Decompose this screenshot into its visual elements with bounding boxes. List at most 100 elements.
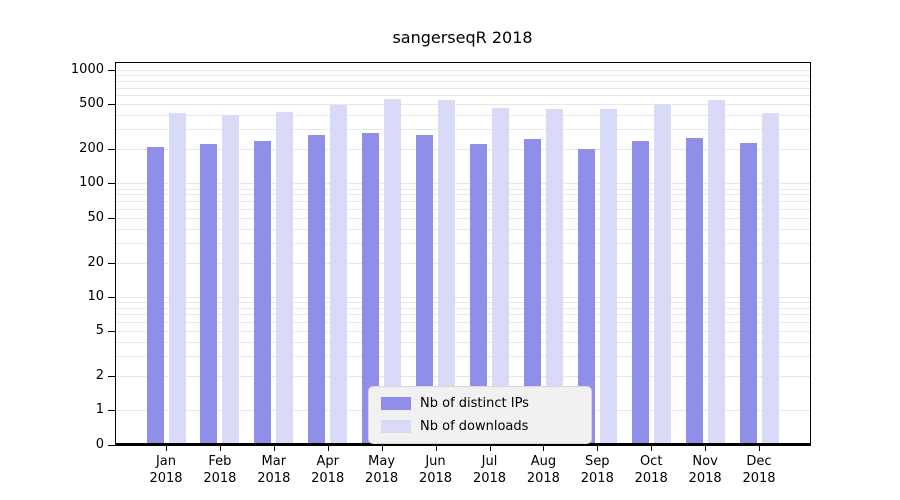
bar-nb-of-downloads-dec [761, 112, 779, 445]
y-tick-mark [108, 296, 115, 298]
gridline [115, 104, 810, 106]
gridline [115, 217, 810, 219]
gridline [115, 314, 810, 316]
bar-nb-of-distinct-ips-feb [200, 143, 218, 445]
bar-nb-of-downloads-mar [276, 112, 294, 445]
x-tick-mark [759, 446, 760, 451]
y-tick-label: 200 [79, 141, 104, 157]
gridline [115, 87, 810, 89]
x-tick-mark [651, 446, 653, 451]
axis-spine-bottom [115, 443, 811, 446]
gridline [115, 301, 810, 303]
gridline [115, 115, 810, 117]
bar-nb-of-distinct-ips-mar [254, 141, 272, 445]
bar-nb-of-distinct-ips-sep [577, 149, 595, 445]
gridline [115, 228, 810, 230]
bar-nb-of-downloads-jun [438, 99, 455, 445]
y-tick-mark [108, 70, 115, 72]
gridline [115, 341, 810, 343]
y-tick-label: 500 [79, 96, 104, 112]
bar-nb-of-distinct-ips-dec [739, 142, 757, 445]
y-tick-label: 5 [95, 322, 104, 338]
gridline [115, 307, 810, 309]
bar-nb-of-downloads-nov [707, 99, 725, 445]
gridline [115, 70, 810, 72]
legend-label-downloads: Nb of downloads [420, 419, 529, 434]
bar-nb-of-downloads-aug [545, 108, 563, 445]
bar-nb-of-distinct-ips-nov [685, 138, 703, 445]
gridline [115, 75, 810, 77]
x-tick-label: Dec 2018 [742, 454, 776, 486]
x-tick-label: Feb 2018 [203, 454, 237, 486]
gridline [115, 208, 810, 210]
y-tick-mark [108, 217, 115, 219]
x-tick-mark [219, 446, 221, 451]
gridline [115, 375, 810, 377]
x-tick-label: Jan 2018 [149, 454, 183, 486]
axis-spine-top [115, 62, 811, 63]
x-tick-label: Nov 2018 [688, 454, 722, 486]
y-tick-label: 50 [87, 209, 104, 225]
legend: Nb of distinct IPs Nb of downloads [368, 386, 592, 444]
legend-item-downloads: Nb of downloads [381, 419, 579, 434]
bar-nb-of-distinct-ips-apr [308, 134, 326, 445]
y-tick-mark [108, 375, 115, 377]
gridline [115, 262, 810, 264]
legend-label-distinct-ips: Nb of distinct IPs [420, 396, 529, 411]
gridline [115, 129, 810, 131]
bar-nb-of-downloads-jan [168, 112, 186, 445]
gridline [115, 355, 810, 357]
y-tick-label: 20 [87, 254, 104, 270]
gridline [115, 183, 810, 185]
x-tick-label: Aug 2018 [526, 454, 560, 486]
x-tick-label: Apr 2018 [311, 454, 345, 486]
gridline [115, 81, 810, 83]
y-tick-label: 10 [87, 288, 104, 304]
x-tick-label: Oct 2018 [634, 454, 668, 486]
y-tick-mark [108, 104, 115, 106]
x-tick-mark [705, 446, 707, 451]
bar-nb-of-distinct-ips-jan [146, 146, 164, 445]
legend-item-distinct-ips: Nb of distinct IPs [381, 396, 579, 411]
x-tick-mark [273, 446, 275, 451]
x-tick-label: Mar 2018 [257, 454, 291, 486]
x-tick-label: Jun 2018 [418, 454, 453, 486]
y-tick-mark [108, 262, 115, 264]
bar-nb-of-downloads-feb [222, 115, 240, 445]
x-tick-mark [435, 446, 437, 451]
x-tick-mark [489, 446, 491, 451]
axis-spine-left [115, 62, 116, 445]
x-tick-mark [543, 446, 545, 451]
bar-nb-of-downloads-may [384, 98, 402, 445]
gridline [115, 321, 810, 323]
gridline [115, 149, 810, 151]
bar-nb-of-downloads-sep [599, 109, 617, 445]
legend-swatch-downloads [381, 420, 411, 433]
bar-nb-of-distinct-ips-jun [416, 135, 433, 445]
legend-swatch-distinct-ips [381, 397, 411, 410]
y-tick-label: 2 [95, 367, 104, 383]
gridline [115, 330, 810, 332]
gridline [115, 242, 810, 244]
x-tick-mark [166, 446, 167, 451]
y-tick-mark [108, 445, 115, 446]
bar-nb-of-distinct-ips-oct [631, 141, 649, 445]
y-tick-mark [108, 410, 115, 411]
y-tick-mark [108, 330, 115, 332]
x-tick-mark [597, 446, 599, 451]
gridline [115, 188, 810, 190]
chart-title: sangerseqR 2018 [392, 28, 533, 47]
gridline [115, 296, 810, 298]
x-tick-label: May 2018 [365, 454, 399, 486]
x-tick-label: Sep 2018 [580, 454, 614, 486]
y-tick-label: 100 [79, 175, 104, 191]
bar-nb-of-distinct-ips-jul [470, 143, 487, 445]
gridline [115, 95, 810, 97]
bar-nb-of-downloads-oct [653, 103, 671, 445]
y-tick-label: 1000 [70, 62, 104, 78]
gridline [115, 201, 810, 202]
bar-nb-of-distinct-ips-may [362, 132, 380, 445]
bar-nb-of-downloads-apr [330, 105, 348, 445]
bar-nb-of-distinct-ips-aug [523, 139, 541, 445]
